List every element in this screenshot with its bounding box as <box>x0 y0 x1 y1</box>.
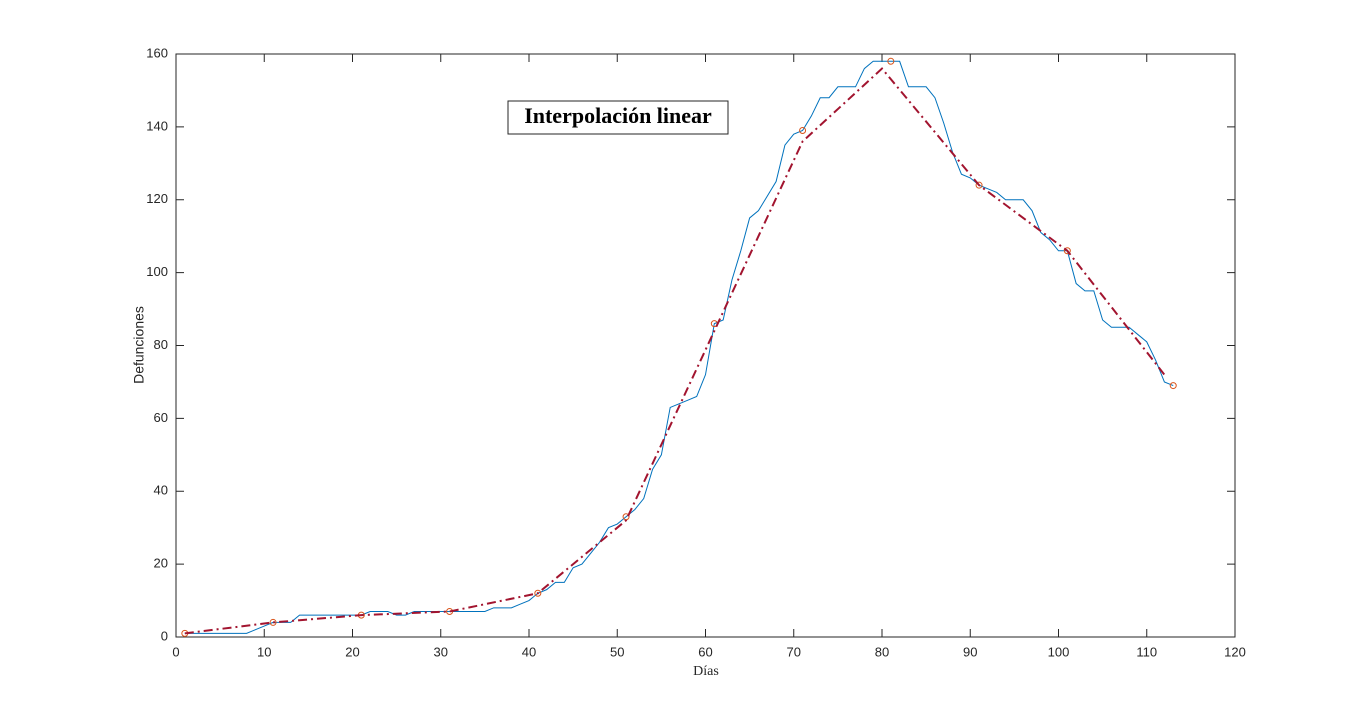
data-point <box>269 618 277 626</box>
data-point <box>534 589 542 597</box>
x-tick-label: 120 <box>1224 644 1246 659</box>
y-tick-label: 40 <box>154 483 168 498</box>
x-tick-label: 50 <box>610 644 624 659</box>
annotation-box <box>507 100 729 135</box>
data-point <box>1169 382 1177 390</box>
y-tick-label: 60 <box>154 410 168 425</box>
x-tick-label: 90 <box>963 644 977 659</box>
x-tick-label: 100 <box>1048 644 1070 659</box>
data-point <box>975 181 983 189</box>
y-tick-label: 0 <box>161 628 168 643</box>
x-tick-label: 30 <box>434 644 448 659</box>
y-tick-label: 120 <box>146 191 168 206</box>
data-point <box>1063 247 1071 255</box>
x-tick-label: 70 <box>787 644 801 659</box>
plot-area <box>175 53 1236 638</box>
data-point <box>887 57 895 65</box>
x-tick-label: 110 <box>1136 644 1157 659</box>
x-tick-label: 40 <box>522 644 536 659</box>
y-tick-label: 160 <box>146 45 168 60</box>
x-tick-label: 60 <box>698 644 712 659</box>
y-tick-label: 80 <box>154 337 168 352</box>
data-point <box>799 127 807 135</box>
x-tick-label: 0 <box>172 644 179 659</box>
x-tick-label: 80 <box>875 644 889 659</box>
x-tick-label: 20 <box>345 644 359 659</box>
x-tick-label: 10 <box>257 644 271 659</box>
annotation: Interpolación linear <box>524 103 712 128</box>
series-line <box>184 67 1166 635</box>
x-axis-label: Días <box>693 664 719 679</box>
y-axis-label: Defunciones <box>131 306 147 384</box>
y-tick-label: 20 <box>154 556 168 571</box>
y-tick-label: 100 <box>146 264 168 279</box>
y-tick-label: 140 <box>146 118 168 133</box>
